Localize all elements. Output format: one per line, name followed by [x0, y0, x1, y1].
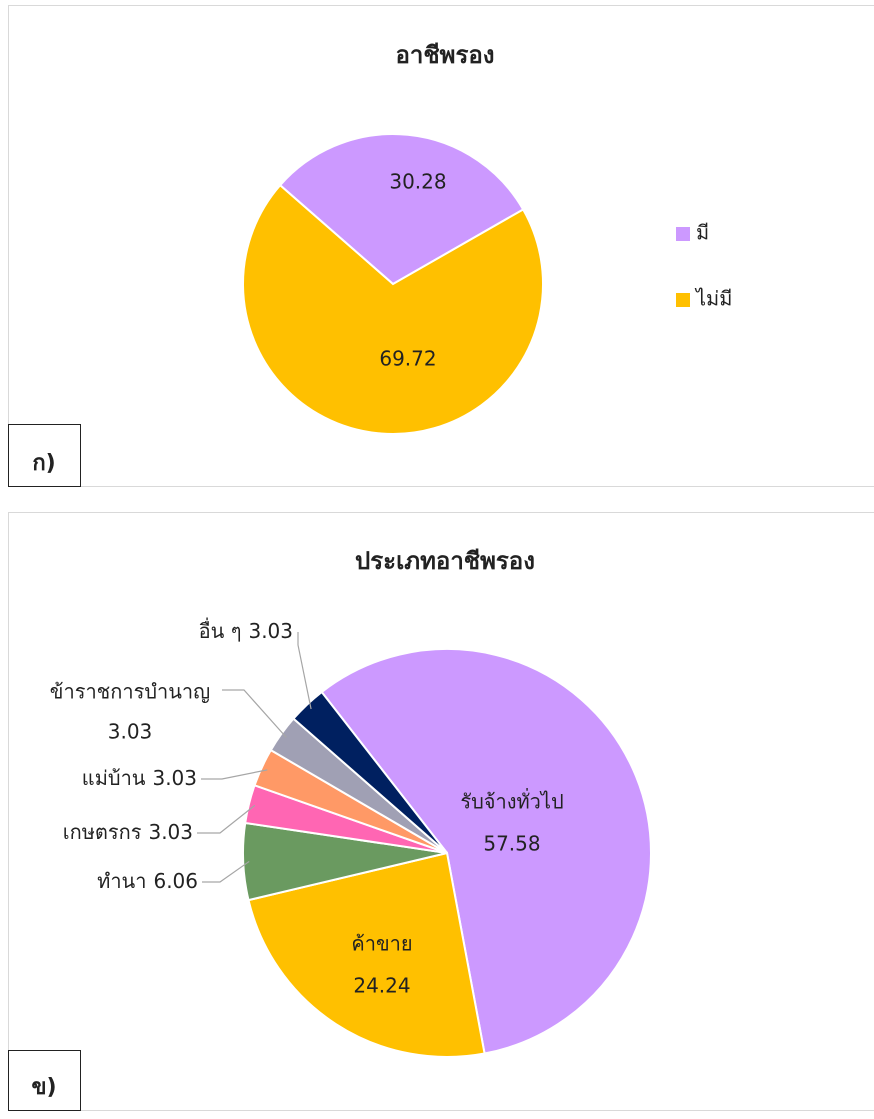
chart-title: อาชีพรอง	[395, 41, 494, 69]
data-label: 57.58	[483, 832, 540, 856]
legend-swatch	[676, 227, 690, 241]
data-label-name: เกษตรกร	[63, 820, 142, 844]
data-label-value: 6.06	[153, 869, 198, 893]
panel-label: ก)	[32, 451, 55, 476]
data-label: 24.24	[353, 974, 410, 998]
data-label-name: อื่น ๆ	[199, 617, 242, 643]
legend-swatch	[676, 293, 690, 307]
legend-label: ไม่มี	[694, 287, 732, 311]
data-label-name: รับจ้างทั่วไป	[460, 788, 563, 814]
chart-title: ประเภทอาชีพรอง	[355, 547, 535, 575]
data-label-value: 3.03	[148, 820, 193, 844]
data-label: 30.28	[389, 170, 446, 194]
panel-label: ข)	[31, 1075, 56, 1100]
data-label: 69.72	[379, 347, 436, 371]
data-label-name: ค้าขาย	[351, 932, 412, 956]
data-label-value: 3.03	[248, 619, 293, 643]
legend-label: มี	[696, 221, 709, 245]
data-label-name: ทำนา	[97, 869, 146, 893]
data-label-value: 3.03	[152, 766, 197, 790]
data-label: 3.03	[108, 720, 153, 744]
data-label-name: แม่บ้าน	[82, 766, 146, 790]
data-label-name: ข้าราชการบำนาญ	[50, 680, 210, 704]
